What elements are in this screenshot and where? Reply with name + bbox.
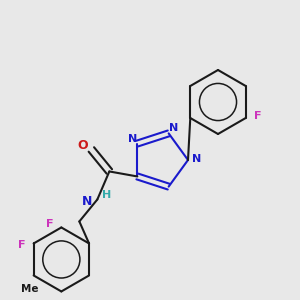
Text: F: F [18, 241, 26, 250]
Text: Me: Me [21, 284, 38, 295]
Text: N: N [169, 123, 178, 134]
Text: F: F [254, 111, 262, 121]
Text: N: N [82, 195, 92, 208]
Text: H: H [102, 190, 111, 200]
Text: O: O [77, 139, 88, 152]
Text: F: F [46, 220, 53, 230]
Text: N: N [192, 154, 202, 164]
Text: N: N [128, 134, 137, 143]
